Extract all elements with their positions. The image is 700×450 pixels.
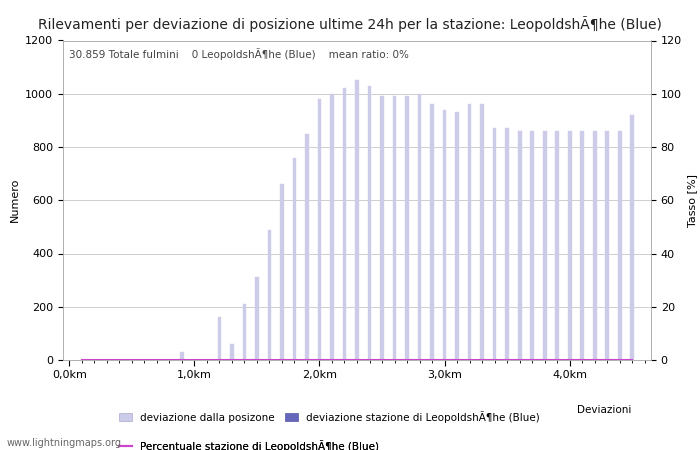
Bar [180, 352, 183, 360]
Bar [242, 304, 246, 360]
Bar [405, 96, 409, 360]
Bar [430, 104, 434, 360]
Bar [480, 104, 484, 360]
Bar [230, 344, 234, 360]
Bar [330, 94, 334, 360]
Bar [255, 278, 259, 360]
Bar [568, 131, 572, 360]
Bar [580, 131, 584, 360]
Bar [493, 128, 496, 360]
Text: Rilevamenti per deviazione di posizione ultime 24h per la stazione: LeopoldshÃ¶h: Rilevamenti per deviazione di posizione … [38, 16, 662, 32]
Bar [606, 131, 609, 360]
Bar [442, 110, 447, 360]
Bar [305, 134, 309, 360]
Bar [455, 112, 459, 360]
Bar [318, 99, 321, 360]
Bar [518, 131, 522, 360]
Text: 30.859 Totale fulmini    0 LeopoldshÃ¶he (Blue)    mean ratio: 0%: 30.859 Totale fulmini 0 LeopoldshÃ¶he (B… [69, 49, 409, 60]
Bar [218, 317, 221, 360]
Bar [342, 88, 346, 360]
Legend: Percentuale stazione di LeopoldshÃ¶he (Blue): Percentuale stazione di LeopoldshÃ¶he (B… [116, 436, 384, 450]
Bar [505, 128, 509, 360]
Bar [368, 86, 372, 360]
Bar [631, 115, 634, 360]
Text: Deviazioni: Deviazioni [578, 405, 632, 414]
Bar [293, 158, 296, 360]
Bar [380, 96, 384, 360]
Bar [531, 131, 534, 360]
Bar [393, 96, 396, 360]
Text: www.lightningmaps.org: www.lightningmaps.org [7, 438, 122, 448]
Bar [618, 131, 622, 360]
Y-axis label: Numero: Numero [10, 178, 20, 222]
Bar [355, 81, 359, 360]
Bar [593, 131, 596, 360]
Bar [280, 184, 284, 360]
Y-axis label: Tasso [%]: Tasso [%] [687, 174, 697, 227]
Bar [555, 131, 559, 360]
Bar [267, 230, 272, 360]
Bar [418, 94, 421, 360]
Bar [468, 104, 472, 360]
Bar [542, 131, 547, 360]
